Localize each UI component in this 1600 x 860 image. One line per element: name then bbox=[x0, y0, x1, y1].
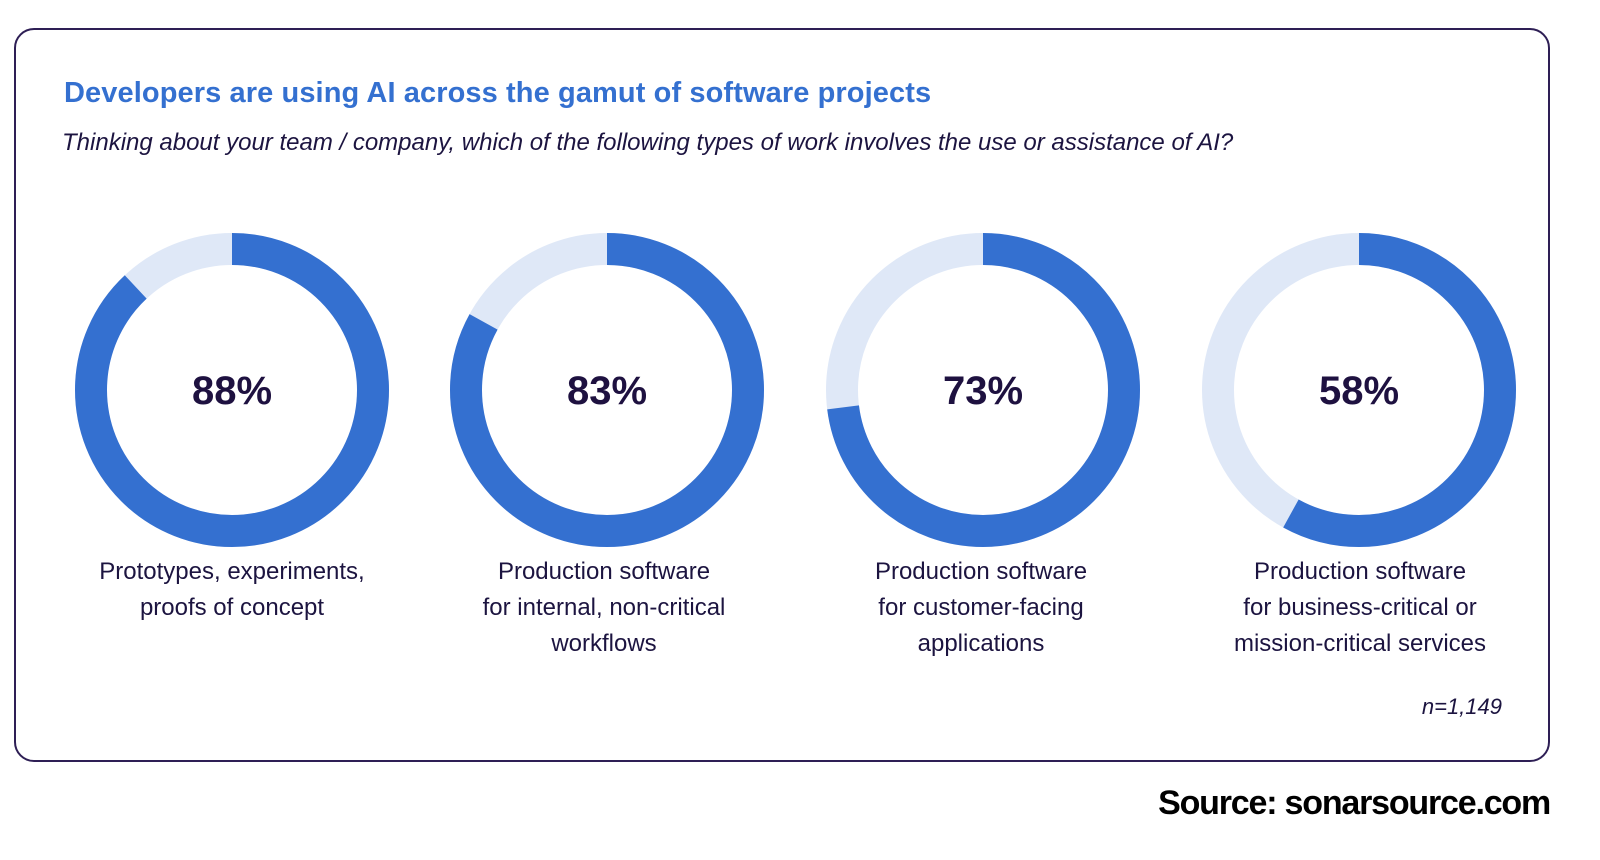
donut-svg-1: 88% bbox=[75, 233, 389, 547]
donut-arc-2 bbox=[450, 233, 764, 547]
donut-value-1: 88% bbox=[192, 369, 272, 413]
donut-label-4: Production software for business-critica… bbox=[1233, 558, 1487, 657]
chart-title: Developers are using AI across the gamut… bbox=[64, 77, 932, 109]
donut-chart-1: 88% bbox=[62, 220, 402, 560]
donut-svg-3: 73% bbox=[826, 233, 1140, 547]
donut-svg-4: 58% bbox=[1202, 233, 1516, 547]
sample-size-note: n=1,149 bbox=[1421, 694, 1502, 719]
donut-value-4: 58% bbox=[1319, 369, 1399, 413]
donut-chart-4: 58% bbox=[1189, 220, 1529, 560]
donut-arc-3 bbox=[826, 233, 1140, 547]
donut-label-2: Production software for internal, non-cr… bbox=[482, 558, 726, 657]
donut-arc-1 bbox=[75, 233, 389, 547]
donut-value-2: 83% bbox=[567, 369, 647, 413]
chart-card: Developers are using AI across the gamut… bbox=[14, 28, 1550, 762]
donut-label-1: Prototypes, experiments, proofs of conce… bbox=[99, 558, 365, 621]
donut-value-3: 73% bbox=[943, 369, 1023, 413]
donut-svg-2: 83% bbox=[450, 233, 764, 547]
donut-chart-2: 83% bbox=[437, 220, 777, 560]
donut-label-3: Production software for customer-facing … bbox=[874, 558, 1088, 657]
donut-arc-4 bbox=[1202, 233, 1516, 547]
chart-subtitle: Thinking about your team / company, whic… bbox=[62, 129, 1234, 156]
source-credit: Source: sonarsource.com bbox=[1158, 784, 1551, 822]
donut-chart-3: 73% bbox=[813, 220, 1153, 560]
